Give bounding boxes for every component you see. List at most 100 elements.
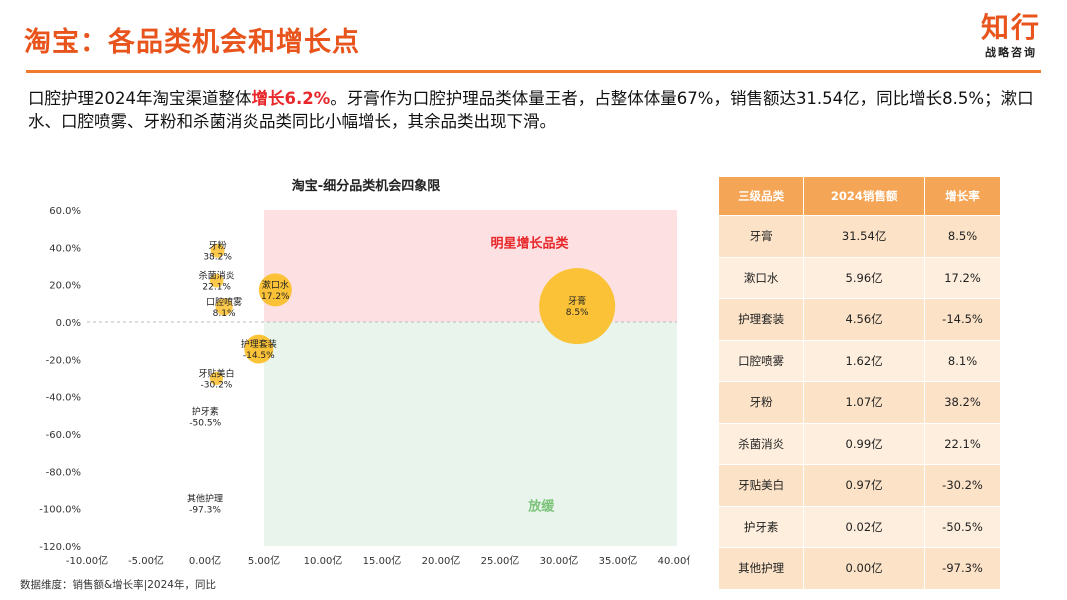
bubble-name-label: 牙粉 — [209, 240, 227, 252]
bubble-value-label: 22.1% — [202, 283, 231, 293]
bubble-3 — [215, 298, 233, 316]
cell-sales: 0.00亿 — [803, 547, 926, 590]
bubble-1 — [258, 273, 292, 307]
table-row: 牙粉 1.07亿 38.2% — [717, 381, 1001, 424]
bubble-name-label: 其他护理 — [187, 493, 223, 505]
bubble-value-label: 38.2% — [203, 253, 232, 263]
table-row: 护理套装 4.56亿 -14.5% — [717, 298, 1001, 341]
cell-sales: 1.62亿 — [803, 339, 926, 382]
y-tick-label: -40.0% — [46, 393, 81, 404]
cell-sales: 0.97亿 — [803, 464, 926, 507]
x-tick-label: 35.00亿 — [599, 554, 638, 567]
header-divider — [26, 70, 1041, 73]
cell-growth: 38.2% — [924, 381, 1001, 424]
y-tick-label: -100.0% — [39, 505, 81, 516]
logo-sub-text: 战略咨询 — [984, 46, 1037, 59]
footnote: 数据维度：销售额&增长率|2024年，同比 — [20, 579, 216, 591]
x-axis: -10.00亿 -5.00亿 0.00亿 5.00亿 10.00亿 15.00亿 20.00… — [66, 554, 690, 567]
table-row: 牙贴美白 0.97亿 -30.2% — [717, 464, 1001, 507]
y-tick-label: 60.0% — [49, 206, 81, 217]
table-row: 护牙素 0.02亿 -50.5% — [717, 505, 1001, 548]
cell-growth: -50.5% — [924, 505, 1001, 548]
y-tick-label: -80.0% — [46, 467, 81, 478]
header-growth: 增长率 — [924, 176, 1001, 216]
summary-part1: 口腔护理2024年淘宝渠道整体 — [28, 89, 252, 108]
y-tick-label: 0.0% — [56, 318, 81, 329]
bubble-2 — [244, 334, 274, 364]
header-category: 三级品类 — [717, 176, 805, 216]
header-sales: 2024销售额 — [803, 176, 926, 216]
quadrant-chart: 淘宝-细分品类机会四象限 明星增长品类 放缓 60.0% 40.0% 20.0% 0.… — [39, 178, 690, 567]
cell-category: 护牙素 — [717, 505, 805, 548]
summary-part2: 。牙膏作为口腔护理品类体量王者，占整体体量67%，销售额达31.54亿，同比增长… — [28, 89, 1034, 131]
bubble-value-label: -14.5% — [243, 351, 275, 361]
cell-category: 牙粉 — [717, 381, 805, 424]
cell-sales: 1.07亿 — [803, 381, 926, 424]
cell-growth: 22.1% — [924, 422, 1001, 465]
summary-highlight: 增长6.2% — [251, 89, 331, 108]
bubble-5 — [209, 274, 224, 288]
cell-category: 漱口水 — [717, 256, 805, 299]
cell-sales: 5.96亿 — [803, 256, 926, 299]
cell-sales: 0.02亿 — [803, 505, 926, 548]
x-tick-label: 0.00亿 — [189, 554, 221, 567]
bubble-value-label: -97.3% — [189, 506, 221, 516]
y-tick-label: -120.0% — [39, 542, 81, 553]
bubble-name-label: 漱口水 — [262, 279, 289, 291]
cell-sales: 4.56亿 — [803, 298, 926, 341]
x-tick-label: 40.00亿 — [658, 554, 690, 567]
y-tick-label: -60.0% — [46, 430, 81, 441]
category-table: 三级品类 2024销售额 增长率 牙膏 31.54亿 8.5% 漱口水 5.96亿 17.… — [717, 176, 1001, 590]
y-axis: 60.0% 40.0% 20.0% 0.0% -20.0% -40.0% -60.0% -80… — [39, 206, 81, 553]
bubble-name-label: 牙贴美白 — [198, 367, 234, 379]
x-tick-label: 5.00亿 — [248, 554, 280, 567]
x-tick-label: 30.00亿 — [540, 554, 579, 567]
table-row: 牙膏 31.54亿 8.5% — [717, 215, 1001, 258]
bubble-name-label: 护理套装 — [241, 338, 277, 350]
cell-category: 口腔喷雾 — [717, 339, 805, 382]
summary-text: 口腔护理2024年淘宝渠道整体增长6.2%。牙膏作为口腔护理品类体量王者，占整体… — [28, 87, 1038, 133]
table-row: 口腔喷雾 1.62亿 8.1% — [717, 339, 1001, 382]
quadrant-label-star: 明星增长品类 — [490, 235, 569, 251]
x-tick-label: -5.00亿 — [128, 554, 164, 567]
table-row: 漱口水 5.96亿 17.2% — [717, 256, 1001, 299]
table-row: 杀菌消炎 0.99亿 22.1% — [717, 422, 1001, 465]
table-header-row: 三级品类 2024销售额 增长率 — [717, 176, 1001, 216]
bubble-value-label: 8.5% — [566, 308, 589, 318]
bubble-value-label: 8.1% — [213, 309, 236, 319]
bubble-name-label: 护牙素 — [192, 405, 219, 417]
x-tick-label: 15.00亿 — [363, 554, 402, 567]
cell-category: 杀菌消炎 — [717, 422, 805, 465]
x-tick-label: 20.00亿 — [422, 554, 461, 567]
chart-title: 淘宝-细分品类机会四象限 — [292, 178, 441, 194]
cell-category: 牙贴美白 — [717, 464, 805, 507]
cell-growth: 8.5% — [924, 215, 1001, 258]
cell-category: 其他护理 — [717, 547, 805, 590]
bubble-6 — [209, 371, 224, 386]
cell-growth: 17.2% — [924, 256, 1001, 299]
y-tick-label: 40.0% — [49, 243, 81, 254]
y-tick-label: 20.0% — [49, 281, 81, 292]
y-tick-label: -20.0% — [46, 355, 81, 366]
x-tick-label: 25.00亿 — [481, 554, 520, 567]
cell-category: 牙膏 — [717, 215, 805, 258]
bubble-value-label: -50.5% — [189, 418, 221, 428]
cell-growth: -30.2% — [924, 464, 1001, 507]
logo-main-text: 知行 — [980, 11, 1041, 44]
quadrant-label-slow: 放缓 — [527, 499, 555, 515]
slowdown-quadrant — [264, 322, 677, 546]
bubble-name-label: 牙膏 — [568, 295, 586, 307]
page-title: 淘宝：各品类机会和增长点 — [24, 27, 360, 58]
cell-growth: -97.3% — [924, 547, 1001, 590]
cell-sales: 31.54亿 — [803, 215, 926, 258]
bubble-4 — [210, 243, 225, 258]
x-tick-label: 10.00亿 — [304, 554, 343, 567]
bubble-0 — [539, 268, 616, 345]
bubble-name-label: 口腔喷雾 — [206, 296, 242, 308]
bubble-value-label: -30.2% — [201, 380, 233, 390]
cell-growth: -14.5% — [924, 298, 1001, 341]
cell-category: 护理套装 — [717, 298, 805, 341]
x-tick-label: -10.00亿 — [66, 554, 108, 567]
cell-sales: 0.99亿 — [803, 422, 926, 465]
brand-logo: 知行 战略咨询 — [981, 12, 1041, 60]
